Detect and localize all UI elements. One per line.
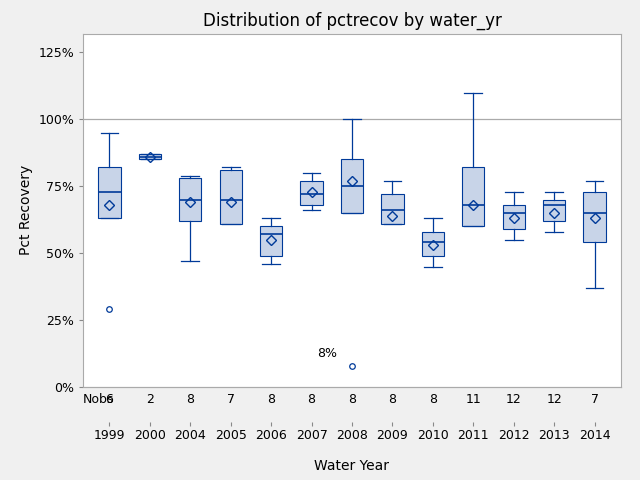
FancyBboxPatch shape <box>502 205 525 229</box>
Text: 12: 12 <box>546 393 562 406</box>
Text: 7: 7 <box>591 393 598 406</box>
Text: 8: 8 <box>348 393 356 406</box>
FancyBboxPatch shape <box>381 194 404 224</box>
FancyBboxPatch shape <box>99 168 120 218</box>
FancyBboxPatch shape <box>341 159 363 213</box>
Text: 8: 8 <box>429 393 437 406</box>
Title: Distribution of pctrecov by water_yr: Distribution of pctrecov by water_yr <box>203 11 501 30</box>
FancyBboxPatch shape <box>543 200 565 221</box>
Text: 6: 6 <box>106 393 113 406</box>
Text: Nobs: Nobs <box>83 393 115 406</box>
Text: 2: 2 <box>146 393 154 406</box>
Text: 8: 8 <box>267 393 275 406</box>
Text: 8%: 8% <box>317 347 337 360</box>
FancyBboxPatch shape <box>139 154 161 159</box>
Text: 8: 8 <box>308 393 316 406</box>
FancyBboxPatch shape <box>584 192 605 242</box>
Text: 8: 8 <box>186 393 195 406</box>
Y-axis label: Pct Recovery: Pct Recovery <box>19 165 33 255</box>
FancyBboxPatch shape <box>220 170 242 224</box>
Text: 7: 7 <box>227 393 235 406</box>
FancyBboxPatch shape <box>300 181 323 205</box>
Text: 12: 12 <box>506 393 522 406</box>
FancyBboxPatch shape <box>462 168 484 227</box>
FancyBboxPatch shape <box>179 178 202 221</box>
FancyBboxPatch shape <box>260 227 282 256</box>
FancyBboxPatch shape <box>422 232 444 256</box>
Text: 8: 8 <box>388 393 396 406</box>
Text: Water Year: Water Year <box>314 459 390 473</box>
Text: 11: 11 <box>465 393 481 406</box>
